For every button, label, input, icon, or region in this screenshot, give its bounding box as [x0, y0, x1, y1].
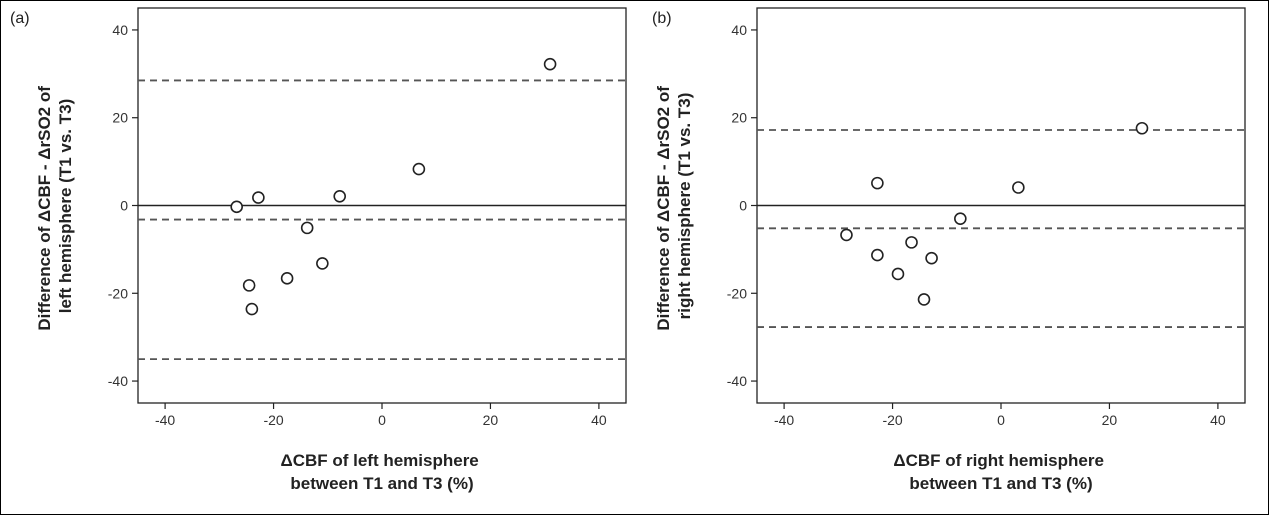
panel-b-x-axis-title: ΔCBF of right hemisphere between T1 and … [893, 451, 1108, 493]
x-tick-label: 0 [997, 412, 1005, 428]
data-point-0 [230, 200, 243, 214]
panel-a-points-layer [230, 57, 557, 316]
data-point-2 [871, 248, 884, 262]
panel-a-limit-lines-layer [138, 79, 626, 361]
panel-b-y-axis-title: Difference of ΔCBF - ΔrSO2 of right hemi… [654, 81, 694, 330]
data-point-9 [543, 57, 557, 71]
panel-b-x-axis-ticks: -40 -20 0 20 40 [774, 403, 1226, 428]
x-tick-label: -20 [263, 412, 283, 428]
x-tick-label: -40 [774, 412, 794, 428]
panel-a-x-axis-title-line-2: between T1 and T3 (%) [290, 474, 473, 493]
panel-a-label: (a) [10, 10, 30, 27]
panel-a-x-axis-ticks: -40 -20 0 20 40 [155, 403, 607, 428]
panel-a-x-axis-title: ΔCBF of left hemisphere between T1 and T… [280, 451, 483, 493]
panel-b-y-axis-title-line-2: right hemisphere (T1 vs. T3) [675, 93, 694, 320]
x-tick-label: 40 [1210, 412, 1226, 428]
panel-b-points-layer [840, 121, 1149, 306]
panel-a-y-axis-title-line-2: left hemisphere (T1 vs. T3) [56, 99, 75, 313]
data-point-7 [954, 212, 967, 225]
x-tick-label: -40 [155, 412, 175, 428]
data-point-4 [905, 236, 918, 249]
panel-b: (b) -40 -20 0 20 40 -40 -20 0 20 40 Difference o… [652, 7, 1246, 493]
x-tick-label: 40 [591, 412, 607, 428]
panel-b-limit-lines-layer [757, 129, 1245, 328]
y-tick-label: 0 [739, 198, 747, 214]
data-point-8 [412, 162, 426, 176]
data-point-3 [891, 267, 905, 281]
data-point-1 [871, 176, 884, 190]
data-point-9 [1135, 121, 1149, 135]
x-tick-label: -20 [882, 412, 902, 428]
x-tick-label: 0 [378, 412, 386, 428]
data-point-7 [333, 189, 347, 203]
panel-a: (a) -40 -20 0 20 40 -40 -20 0 20 40 Difference o… [10, 7, 627, 493]
data-point-2 [242, 279, 256, 292]
panel-a-x-axis-title-line-1: ΔCBF of left hemisphere [280, 451, 478, 470]
panel-b-label: (b) [652, 10, 672, 27]
data-point-5 [917, 293, 931, 306]
data-point-4 [280, 272, 294, 285]
panel-a-y-axis-title-line-1: Difference of ΔCBF - ΔrSO2 of [35, 86, 54, 331]
panel-b-x-axis-title-line-2: between T1 and T3 (%) [909, 474, 1092, 493]
y-tick-label: 0 [120, 198, 128, 214]
data-point-6 [925, 251, 938, 265]
y-tick-label: 40 [731, 22, 747, 38]
panel-b-x-axis-title-line-1: ΔCBF of right hemisphere [893, 451, 1104, 470]
y-tick-label: 20 [731, 110, 747, 126]
y-tick-label: -20 [108, 285, 128, 301]
data-point-5 [300, 221, 314, 235]
x-tick-label: 20 [483, 412, 499, 428]
data-point-0 [840, 228, 853, 242]
data-point-3 [245, 302, 259, 316]
y-tick-label: 40 [112, 22, 128, 38]
y-tick-label: -40 [727, 373, 747, 389]
x-tick-label: 20 [1102, 412, 1118, 428]
y-tick-label: 20 [112, 110, 128, 126]
y-tick-label: -20 [727, 285, 747, 301]
panel-a-y-axis-ticks: -40 -20 0 20 40 [108, 22, 138, 389]
panel-b-y-axis-ticks: -40 -20 0 20 40 [727, 22, 757, 389]
data-point-6 [316, 257, 329, 270]
data-point-1 [252, 191, 265, 204]
panel-a-y-axis-title: Difference of ΔCBF - ΔrSO2 of left hemis… [35, 81, 75, 330]
data-point-8 [1012, 181, 1025, 194]
panel-b-y-axis-title-line-1: Difference of ΔCBF - ΔrSO2 of [654, 86, 673, 331]
y-tick-label: -40 [108, 373, 128, 389]
